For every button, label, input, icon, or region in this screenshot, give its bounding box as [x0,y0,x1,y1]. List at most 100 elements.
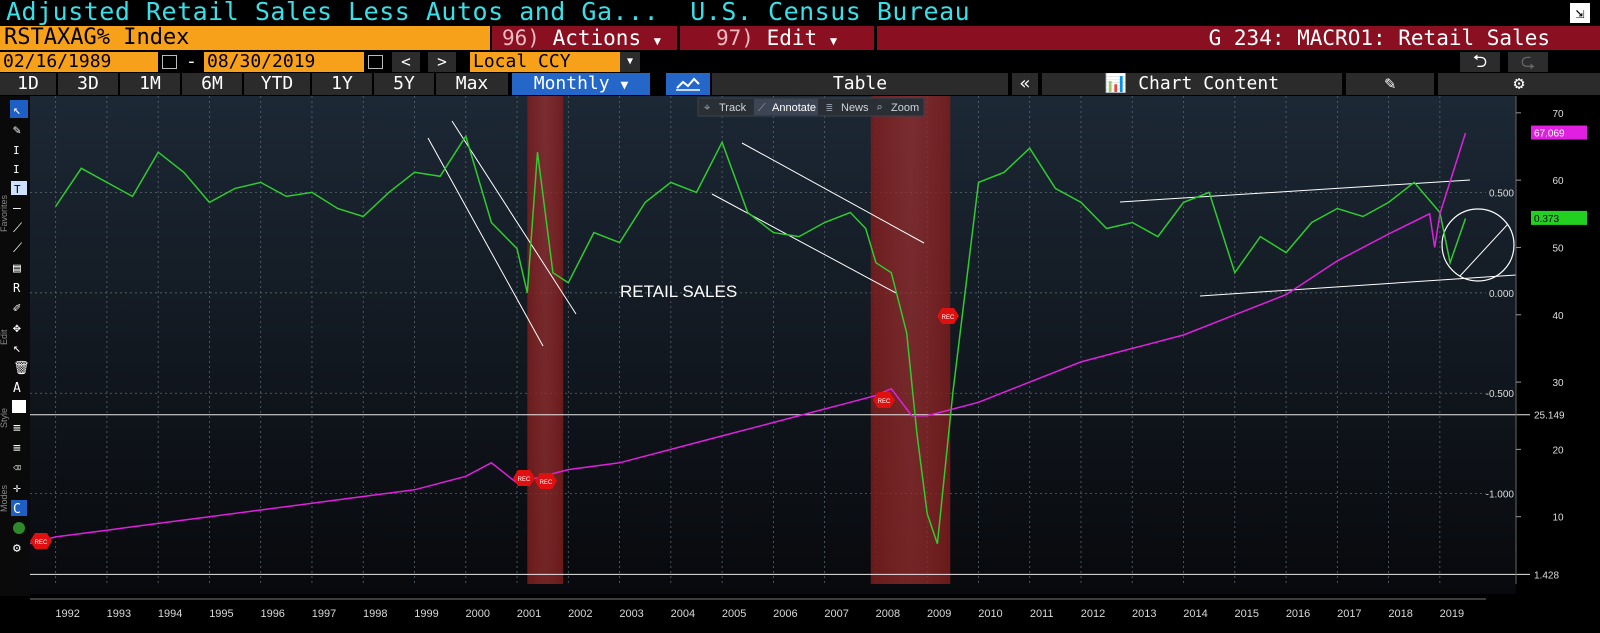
range-1m[interactable]: 1M [120,73,180,95]
x-tick-label: 2017 [1337,608,1361,620]
magenta-last-value-box [1531,125,1587,140]
trash-icon[interactable]: 🗑 [13,360,30,376]
right-axis-tick-label: 10 [1552,513,1564,524]
calendar-icon[interactable] [368,55,383,69]
rec-marker-shape [937,308,959,324]
line-width-icon[interactable]: ≡ [13,421,21,436]
rec-marker: REC [937,308,959,324]
news-icon: ≣ [826,101,833,114]
x-tick-label: 2013 [1132,608,1156,620]
price-chart[interactable]: REC REC REC REC REC RETAIL SALES 70 60 50 40 30 2… [0,96,1600,633]
fill-icon[interactable] [12,400,26,413]
x-tick-label: 1995 [209,608,233,620]
right-axis-tick-label: 60 [1552,176,1564,187]
brush-icon[interactable]: ✐ [13,301,21,316]
ticker-field[interactable]: RSTAXAG% Index [0,26,490,50]
right-axis-tick-label: 30 [1552,378,1564,389]
x-tick-label: 2007 [824,608,848,620]
hline-icon[interactable]: — [13,201,21,216]
pointer-icon[interactable]: ↖ [13,103,21,118]
title-bar: Adjusted Retail Sales Less Autos and Ga.… [0,0,1600,26]
range-5y[interactable]: 5Y [374,73,434,95]
range-1d[interactable]: 1D [0,73,56,95]
rec-marker-shape [513,470,535,486]
green-last-value: 0.373 [1531,210,1587,225]
right-axis-tick-label: 20 [1552,445,1564,456]
zoom-button[interactable]: Zoom [891,102,919,114]
green-last-value-value: 0.373 [1534,214,1559,225]
recession-bands [527,96,951,584]
measure-icon[interactable]: I [13,144,20,157]
actions-menu[interactable]: 96) Actions ▼ [492,26,677,50]
range-ytd[interactable]: YTD [244,73,310,95]
text-tool-icon[interactable]: T [14,183,21,196]
export-icon[interactable]: ⇲ [1570,3,1590,23]
middle-axis-tick-label: 0.500 [1489,188,1514,199]
chart-content-button[interactable]: 📊 Chart Content [1042,73,1342,95]
magenta-last-value: 67.069 [1531,125,1587,140]
line-tool-icon[interactable]: ⟋ [13,221,23,236]
edit-menu[interactable]: 97) Edit ▼ [680,26,874,50]
chevron-down-icon[interactable]: ▼ [620,52,640,72]
x-tick-label: 2003 [619,608,643,620]
reference-lines [30,414,1530,575]
rec-marker: REC [30,533,52,549]
line-chart-icon[interactable] [666,73,710,95]
undo-button[interactable]: ⮌ [1460,52,1500,72]
news-button[interactable]: News [841,102,869,114]
settings-icon[interactable]: ⚙ [13,541,21,556]
undo-icon: ⮌ [1472,51,1488,72]
x-tick-label: 1997 [312,608,336,620]
table-button[interactable]: Table [712,73,1008,95]
reference-low-value-value: 1.428 [1534,570,1559,581]
end-date-input[interactable]: 08/30/2019 [204,52,364,72]
middle-axis-tick-label: -1.000 [1486,490,1515,501]
color-icon[interactable] [13,522,25,534]
fib-icon[interactable]: R [13,281,21,295]
line-style-icon[interactable]: ≡ [13,441,21,456]
x-tick-label: 1994 [158,608,182,620]
middle-axis: 0.500 0.000 -0.500 -1.000 [1486,188,1515,500]
edit-menu-number: 97) [716,26,754,50]
redo-button[interactable]: ⮎ [1508,52,1548,72]
range-max[interactable]: Max [436,73,508,95]
select-icon[interactable]: ↖ [13,341,21,356]
pencil-icon[interactable]: ✎ [1346,73,1434,95]
font-icon[interactable]: A [13,381,21,396]
reference-high-value: 25.149 [1531,407,1587,422]
right-axis-tick-label: 40 [1552,311,1564,322]
period-select[interactable]: Monthly ▼ [512,73,650,95]
gear-icon[interactable]: ⚙ [1438,73,1600,95]
annotate-button[interactable]: Annotate [772,102,816,114]
actions-menu-label: Actions [552,26,642,50]
favorites-label: Favorites [0,194,9,232]
track-button[interactable]: Track [719,102,747,114]
rec-marker-shape [873,392,895,408]
recession-band [527,96,564,584]
collapse-button[interactable]: « [1012,73,1038,95]
next-button[interactable]: > [428,52,456,72]
x-tick-label: 2002 [568,608,592,620]
range-3d[interactable]: 3D [58,73,118,95]
ray-icon[interactable]: ⟋ [13,241,23,256]
channel-icon[interactable]: ▤ [13,261,21,276]
x-tick-label: 2018 [1388,608,1412,620]
range-1y[interactable]: 1Y [312,73,372,95]
eraser-icon[interactable]: ⌫ [13,461,21,476]
range-icon[interactable]: I [13,163,20,176]
range-6m[interactable]: 6M [182,73,242,95]
move-icon[interactable]: ✥ [13,321,21,336]
x-tick-label: 2008 [876,608,900,620]
x-tick-label: 2012 [1081,608,1105,620]
pen-icon[interactable]: ✎ [13,123,21,138]
crosshair-icon[interactable]: ✛ [13,481,21,496]
magnet-icon[interactable]: C [13,502,21,517]
currency-select[interactable]: Local CCY [470,52,620,72]
magenta-series-line [29,132,1467,545]
calendar-icon[interactable] [162,55,177,69]
prev-button[interactable]: < [392,52,420,72]
start-date-input[interactable]: 02/16/1989 [0,52,158,72]
period-label: Monthly [533,73,610,94]
right-axis-tick-label: 70 [1552,109,1564,120]
x-tick-label: 1999 [414,608,438,620]
